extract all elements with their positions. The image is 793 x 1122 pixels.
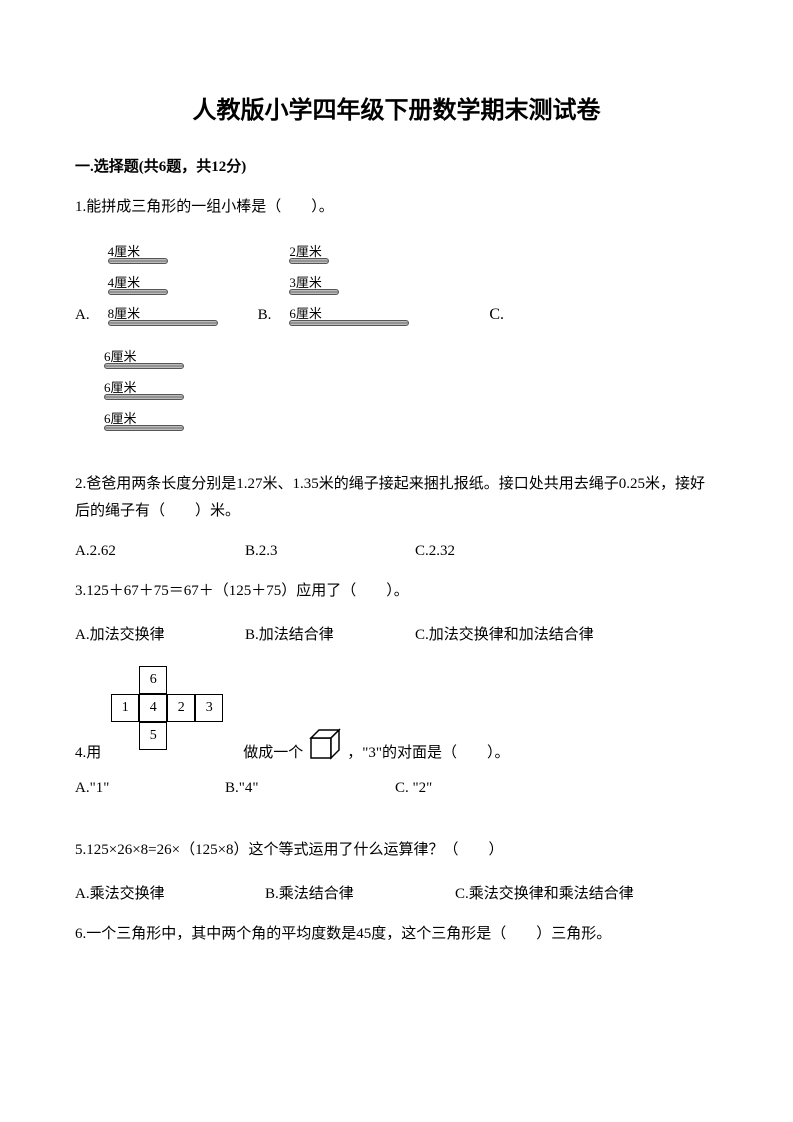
cube-icon: [307, 726, 343, 762]
q4-opt-a: A."1": [75, 780, 225, 797]
sticks-c: 6厘米 6厘米 6厘米: [90, 346, 184, 431]
q2-opt-c: C.2.32: [415, 543, 455, 560]
opt-label: A.: [75, 307, 90, 326]
q3-options: A.加法交换律 B.加法结合律 C.加法交换律和加法结合律: [75, 623, 718, 644]
stick-bar: [104, 425, 184, 431]
q4-mid: 做成一个: [243, 741, 303, 762]
q4-prefix: 4.用: [75, 741, 101, 762]
q2-options: A.2.62 B.2.3 C.2.32: [75, 543, 718, 560]
q3-opt-a: A.加法交换律: [75, 623, 245, 644]
q5-options: A.乘法交换律 B.乘法结合律 C.乘法交换律和乘法结合律: [75, 882, 718, 903]
q3-opt-b: B.加法结合律: [245, 623, 415, 644]
q1-option-b: B. 2厘米 3厘米 6厘米: [258, 241, 410, 326]
stick-bar: [289, 258, 329, 264]
q4-opt-b: B."4": [225, 780, 395, 797]
net-cell-top: 6: [139, 666, 167, 694]
q1-options: A. 4厘米 4厘米 8厘米 B. 2厘米 3厘米 6厘米 C.: [75, 241, 718, 326]
stick-bar: [289, 320, 409, 326]
section-header: 一.选择题(共6题，共12分): [75, 155, 718, 176]
q2-opt-b: B.2.3: [245, 543, 415, 560]
stick-bar: [289, 289, 339, 295]
q4-suffix: ，"3"的对面是（ ）。: [347, 741, 509, 762]
stick-bar: [108, 289, 168, 295]
net-cell-r2: 3: [195, 694, 223, 722]
sticks-b: 2厘米 3厘米 6厘米: [275, 241, 409, 326]
stick-bar: [104, 363, 184, 369]
q3-opt-c: C.加法交换律和加法结合律: [415, 623, 594, 644]
sticks-a: 4厘米 4厘米 8厘米: [94, 241, 218, 326]
q2-opt-a: A.2.62: [75, 543, 245, 560]
exam-title: 人教版小学四年级下册数学期末测试卷: [75, 90, 718, 125]
q4-options: A."1" B."4" C. "2": [75, 780, 718, 797]
net-cell-left: 1: [111, 694, 139, 722]
question-6-text: 6.一个三角形中，其中两个角的平均度数是45度，这个三角形是（ ）三角形。: [75, 921, 718, 948]
q1-option-a: A. 4厘米 4厘米 8厘米: [75, 241, 218, 326]
net-cell-bottom: 5: [139, 722, 167, 750]
q1-option-c-label: C.: [489, 306, 504, 326]
stick-bar: [108, 320, 218, 326]
question-5-text: 5.125×26×8=26×（125×8）这个等式运用了什么运算律？（ ）: [75, 837, 718, 864]
q5-opt-b: B.乘法结合律: [265, 882, 455, 903]
question-3-text: 3.125＋67＋75＝67＋（125＋75）应用了（ ）。: [75, 578, 718, 605]
question-4: 4.用 6 1 4 2 3 5 做成一个 ，"3"的对面是（ ）。: [75, 662, 718, 762]
stick-bar: [108, 258, 168, 264]
opt-label: B.: [258, 307, 272, 326]
question-1-text: 1.能拼成三角形的一组小棒是（ ）。: [75, 194, 718, 221]
q4-opt-c: C. "2": [395, 780, 432, 797]
net-cell-center: 4: [139, 694, 167, 722]
cube-net: 6 1 4 2 3 5: [107, 662, 237, 762]
q5-opt-c: C.乘法交换律和乘法结合律: [455, 882, 634, 903]
q1-option-c: 6厘米 6厘米 6厘米: [90, 346, 718, 431]
q5-opt-a: A.乘法交换律: [75, 882, 265, 903]
net-cell-r1: 2: [167, 694, 195, 722]
question-2-text: 2.爸爸用两条长度分别是1.27米、1.35米的绳子接起来捆扎报纸。接口处共用去…: [75, 471, 718, 525]
stick-bar: [104, 394, 184, 400]
